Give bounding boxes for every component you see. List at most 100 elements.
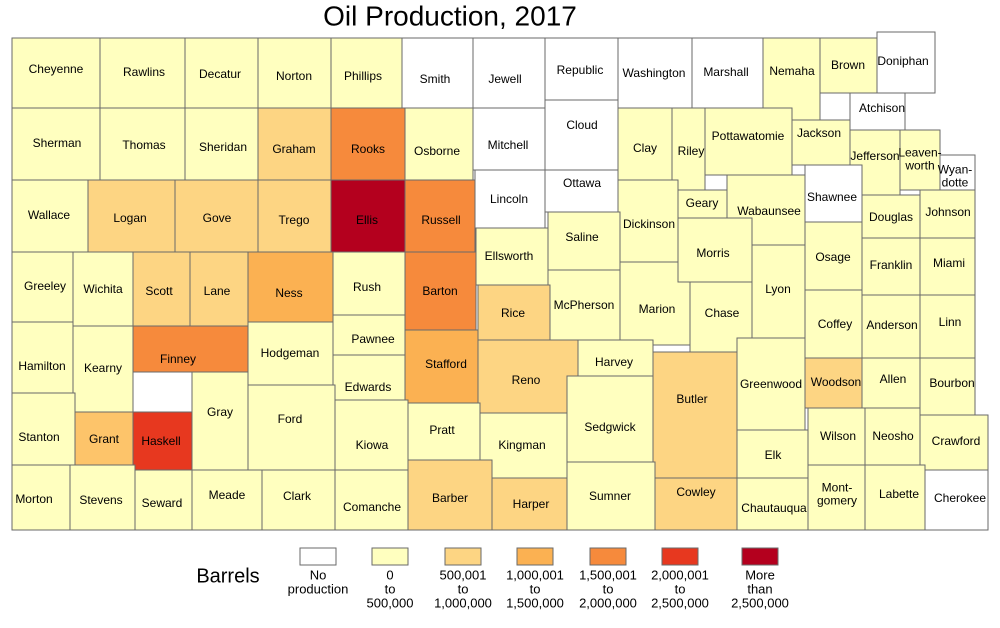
county [132, 325, 249, 373]
county [544, 99, 619, 171]
county [577, 339, 654, 377]
county-name: Gray [207, 405, 233, 419]
county [864, 464, 926, 531]
county-name: Cowley [676, 485, 715, 499]
county-name: Wichita [83, 282, 123, 296]
county-name: Rawlins [123, 65, 165, 79]
county-name: Hodgeman [261, 346, 320, 360]
county-name: Franklin [870, 258, 913, 272]
county [11, 464, 71, 531]
county [11, 251, 74, 323]
county [807, 464, 866, 531]
legend: Noproduction0to500,000500,001to1,000,000… [288, 547, 789, 610]
legend-swatch [516, 547, 554, 566]
county-name: Republic [557, 63, 604, 77]
county-name: Stevens [79, 493, 122, 507]
legend-swatch [589, 547, 627, 566]
county [332, 354, 406, 401]
county [861, 294, 921, 359]
county [919, 294, 976, 359]
county [191, 469, 263, 531]
county-name: Sheridan [199, 140, 247, 154]
county [736, 337, 806, 431]
county [404, 107, 474, 181]
county [617, 179, 679, 263]
legend-title: Barrels [196, 565, 259, 587]
county-name: Jackson [797, 126, 841, 140]
county-name: Marion [639, 302, 676, 316]
county [617, 107, 673, 181]
county-name: Johnson [925, 205, 970, 219]
county-name: Scott [145, 284, 173, 298]
county [819, 37, 878, 94]
county-name: Lane [204, 284, 231, 298]
county-name: Gove [203, 211, 232, 225]
legend-label: to [458, 581, 469, 596]
county [804, 357, 863, 409]
county [404, 251, 477, 331]
counties: Cheyenne Rawlins Decatur Norton Phillips Smit… [11, 31, 989, 531]
county-name: Barton [422, 284, 457, 298]
county-name: Rice [501, 306, 525, 320]
county-name: Harper [513, 497, 550, 511]
county-name: Rooks [351, 142, 385, 156]
county-name: Wyan- [938, 163, 973, 177]
legend-label: 2,000,000 [579, 595, 637, 610]
county [479, 412, 568, 479]
legend-swatch [371, 547, 409, 566]
county-name: Allen [880, 372, 907, 386]
county-name: Linn [939, 315, 962, 329]
county [247, 384, 336, 471]
county-name: Ford [278, 412, 303, 426]
legend-label: 0 [386, 567, 393, 582]
county-name: Clay [633, 141, 657, 155]
county-name: McPherson [554, 298, 615, 312]
county-name: Kiowa [356, 438, 389, 452]
county [547, 211, 621, 271]
county-name: Stafford [425, 357, 467, 371]
county [472, 107, 546, 171]
county [677, 217, 753, 283]
county-name: Phillips [344, 69, 382, 83]
county-name: Brown [831, 58, 865, 72]
county-name: Rush [353, 280, 381, 294]
county-name: Wabaunsee [737, 204, 801, 218]
county-name: Russell [421, 213, 460, 227]
county [261, 469, 336, 531]
county-name: Coffey [818, 317, 852, 331]
county-name: Lincoln [490, 192, 528, 206]
county [11, 179, 89, 253]
county [919, 414, 989, 471]
legend-label: More [745, 567, 775, 582]
county-name: Geary [686, 196, 719, 210]
county-name: gomery [817, 494, 857, 508]
legend-label: No [310, 567, 327, 582]
county [704, 107, 793, 176]
county-name: Douglas [869, 210, 913, 224]
county [99, 37, 186, 109]
county-name: Wilson [820, 429, 856, 443]
county-name: Finney [160, 352, 196, 366]
legend-label: to [603, 581, 614, 596]
county [807, 407, 866, 466]
county-name: Seward [142, 496, 183, 510]
county [919, 357, 976, 416]
county [74, 411, 134, 466]
county [11, 37, 101, 109]
county [11, 321, 74, 394]
county-name: Grant [89, 432, 120, 446]
county [475, 227, 549, 286]
county-name: Butler [676, 392, 707, 406]
county [132, 411, 193, 471]
county [751, 244, 806, 339]
county [477, 284, 551, 341]
county-name: Harvey [595, 355, 633, 369]
county [544, 169, 619, 213]
legend-swatch [444, 547, 482, 566]
legend-label: 1,000,001 [506, 567, 564, 582]
county-name: Norton [276, 69, 312, 83]
county-name: worth [904, 159, 934, 173]
county-name: Lyon [765, 282, 791, 296]
county-name: Graham [272, 142, 315, 156]
